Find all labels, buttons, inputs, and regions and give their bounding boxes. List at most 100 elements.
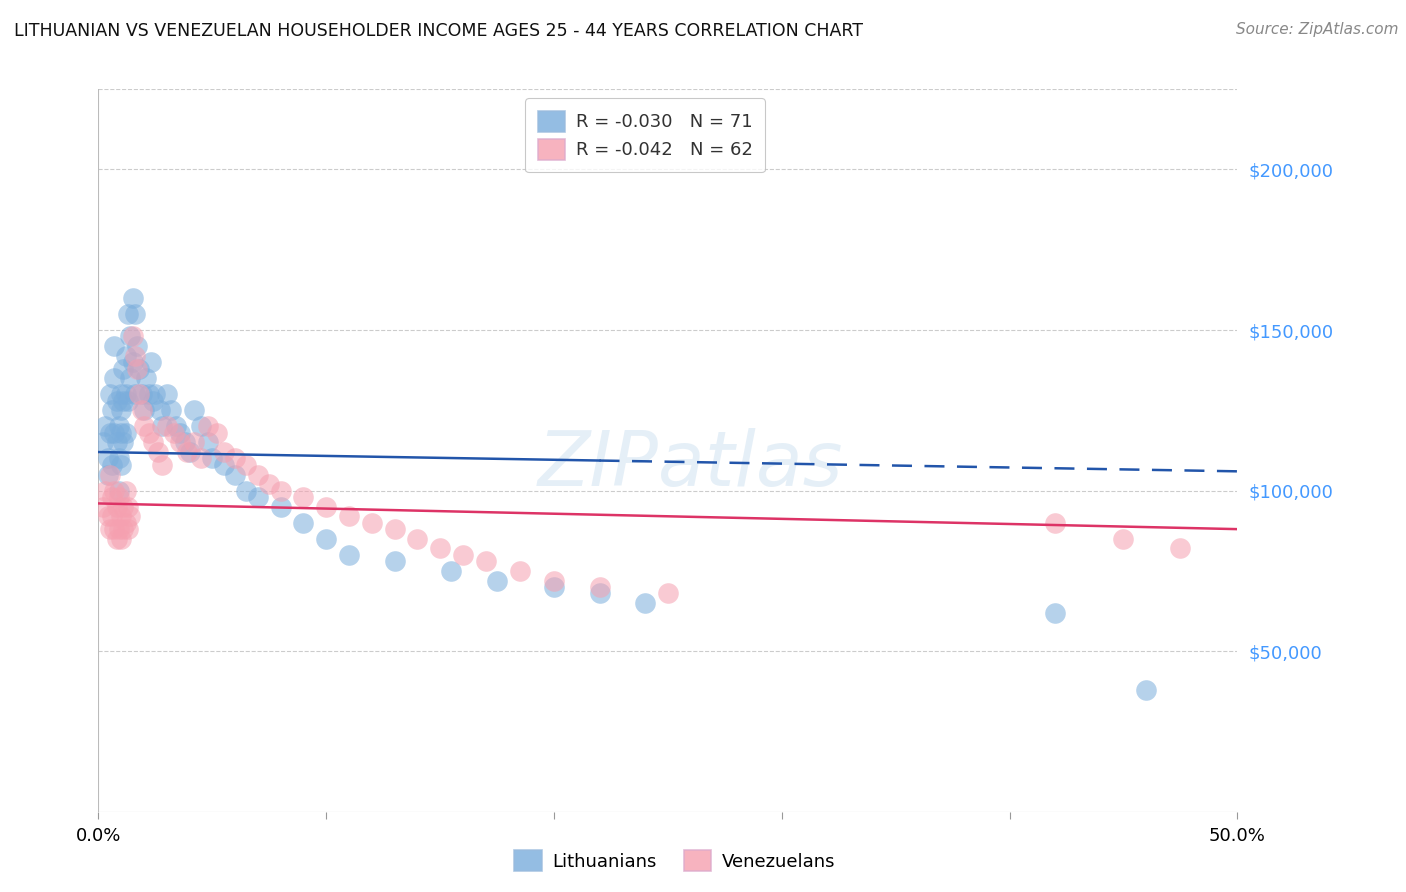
Point <box>135 371 157 385</box>
Point <box>114 387 136 401</box>
Point <box>110 387 132 401</box>
Point <box>117 307 139 321</box>
Point <box>110 532 132 546</box>
Point <box>246 467 269 482</box>
Point <box>121 355 143 369</box>
Point <box>543 580 565 594</box>
Point <box>110 403 132 417</box>
Point <box>212 445 235 459</box>
Point <box>224 467 246 482</box>
Point <box>108 522 131 536</box>
Point <box>212 458 235 472</box>
Point <box>183 435 205 450</box>
Point <box>259 477 281 491</box>
Point <box>114 516 136 530</box>
Point <box>169 435 191 450</box>
Point <box>183 403 205 417</box>
Point <box>117 393 139 408</box>
Point <box>105 500 128 514</box>
Point <box>139 355 162 369</box>
Point <box>315 500 337 514</box>
Point <box>1170 541 1192 556</box>
Point <box>406 532 429 546</box>
Point <box>110 458 132 472</box>
Point <box>224 451 246 466</box>
Point <box>124 349 146 363</box>
Point <box>98 387 121 401</box>
Point <box>117 500 139 514</box>
Point <box>103 522 125 536</box>
Point <box>201 451 224 466</box>
Point <box>138 387 160 401</box>
Point <box>105 393 128 408</box>
Point <box>103 371 125 385</box>
Point <box>120 329 142 343</box>
Legend: Lithuanians, Venezuelans: Lithuanians, Venezuelans <box>508 843 842 879</box>
Legend: R = -0.030   N = 71, R = -0.042   N = 62: R = -0.030 N = 71, R = -0.042 N = 62 <box>524 98 765 172</box>
Point <box>108 419 131 434</box>
Point <box>451 548 474 562</box>
Point <box>235 458 257 472</box>
Point <box>142 393 165 408</box>
Point <box>131 387 153 401</box>
Point <box>174 435 197 450</box>
Point <box>440 564 463 578</box>
Point <box>114 349 136 363</box>
Point <box>127 339 149 353</box>
Point <box>101 403 124 417</box>
Point <box>114 483 136 498</box>
Point <box>160 403 183 417</box>
Point <box>588 580 610 594</box>
Point <box>384 554 406 568</box>
Point <box>384 522 406 536</box>
Point <box>150 458 173 472</box>
Point <box>292 516 315 530</box>
Point <box>1112 532 1135 546</box>
Point <box>101 490 124 504</box>
Point <box>112 393 135 408</box>
Point <box>657 586 679 600</box>
Point <box>124 307 146 321</box>
Point <box>103 425 125 440</box>
Point <box>543 574 565 588</box>
Point <box>131 403 153 417</box>
Point <box>176 445 198 459</box>
Point <box>337 509 360 524</box>
Point <box>190 451 212 466</box>
Point <box>96 467 118 482</box>
Point <box>292 490 315 504</box>
Point <box>1043 516 1066 530</box>
Point <box>315 532 337 546</box>
Point <box>132 419 155 434</box>
Point <box>105 532 128 546</box>
Point <box>91 500 114 514</box>
Point <box>103 339 125 353</box>
Point <box>127 361 149 376</box>
Point <box>124 387 146 401</box>
Point <box>165 419 187 434</box>
Point <box>105 435 128 450</box>
Point <box>246 490 269 504</box>
Point <box>120 509 142 524</box>
Point <box>337 548 360 562</box>
Point <box>509 564 531 578</box>
Point <box>205 425 228 440</box>
Text: LITHUANIAN VS VENEZUELAN HOUSEHOLDER INCOME AGES 25 - 44 YEARS CORRELATION CHART: LITHUANIAN VS VENEZUELAN HOUSEHOLDER INC… <box>14 22 863 40</box>
Point <box>94 419 117 434</box>
Point <box>110 425 132 440</box>
Point <box>98 425 121 440</box>
Point <box>588 586 610 600</box>
Point <box>108 483 131 498</box>
Point <box>190 419 212 434</box>
Point <box>138 425 160 440</box>
Point <box>197 419 219 434</box>
Point <box>98 467 121 482</box>
Point <box>270 483 292 498</box>
Point <box>1135 682 1157 697</box>
Point <box>128 361 150 376</box>
Point <box>121 291 143 305</box>
Point <box>169 425 191 440</box>
Point <box>429 541 451 556</box>
Text: ZIPatlas: ZIPatlas <box>538 428 844 502</box>
Point <box>98 522 121 536</box>
